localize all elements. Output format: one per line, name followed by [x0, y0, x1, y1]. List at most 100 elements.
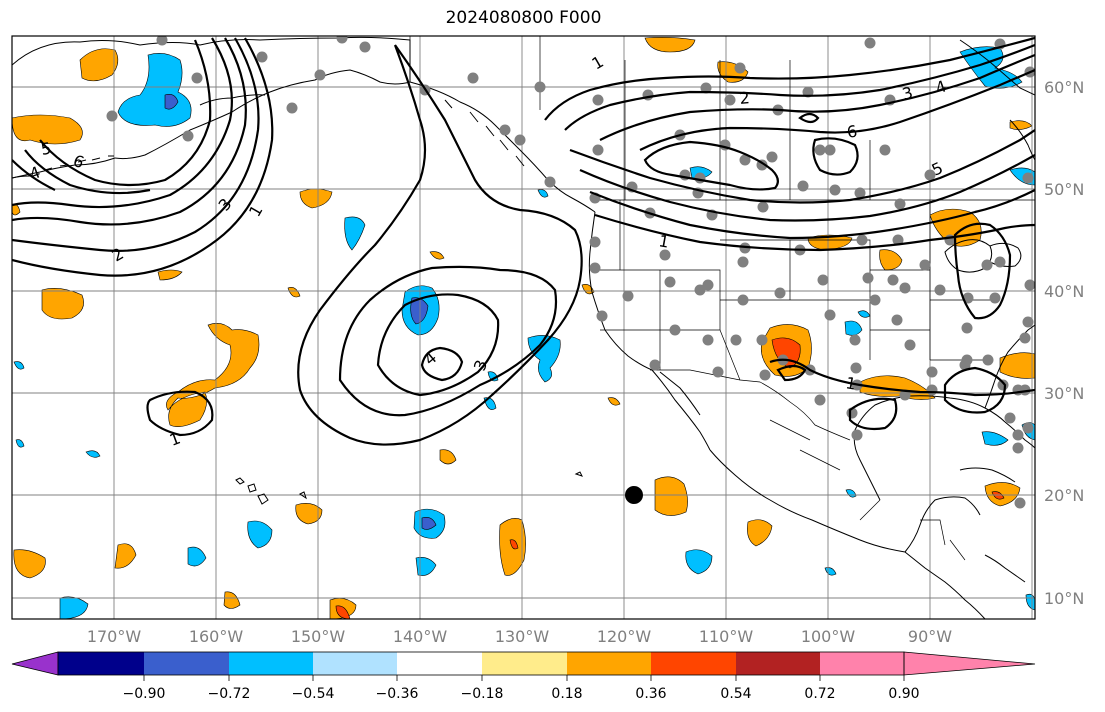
- lon-label: 140°W: [393, 627, 448, 646]
- station-dot: [1022, 172, 1034, 184]
- colorbar-bin: [736, 652, 820, 675]
- station-dot: [824, 144, 836, 156]
- station-dot: [734, 62, 746, 74]
- colorbar-bin: [397, 652, 482, 675]
- station-dot: [659, 249, 671, 261]
- station-dot: [864, 37, 876, 49]
- station-dot: [849, 334, 861, 346]
- contour-label: 2: [739, 88, 751, 108]
- station-dot: [589, 236, 601, 248]
- lon-label: 160°W: [189, 627, 244, 646]
- station-dot: [757, 201, 769, 213]
- station-dot: [926, 384, 938, 396]
- colorbar: −0.90 −0.72 −0.54 −0.36 −0.18 0.18 0.36 …: [11, 651, 1036, 702]
- station-dot: [814, 394, 826, 406]
- station-dot: [336, 36, 348, 44]
- station-dot: [700, 82, 712, 94]
- map-area: [12, 36, 1035, 619]
- colorbar-tick-label: 0.90: [888, 686, 919, 702]
- lat-label: 60°N: [1044, 78, 1084, 97]
- station-dot: [514, 134, 526, 146]
- station-dot: [919, 259, 931, 271]
- colorbar-bin: [482, 652, 567, 675]
- station-dot: [592, 144, 604, 156]
- station-dot: [989, 292, 1001, 304]
- station-dot: [879, 144, 891, 156]
- contour-label: 1: [657, 231, 670, 251]
- colorbar-tick-label: −0.36: [376, 686, 419, 702]
- map-frame: [11, 35, 1036, 620]
- colorbar-tick-label: 0.36: [635, 686, 666, 702]
- station-dot: [862, 272, 874, 284]
- station-dot: [467, 72, 479, 84]
- station-dot: [797, 180, 809, 192]
- station-dot: [596, 310, 608, 322]
- lat-label: 30°N: [1044, 384, 1084, 403]
- station-dot: [759, 369, 771, 381]
- station-dot: [961, 322, 973, 334]
- colorbar-extend-high: [903, 651, 1036, 676]
- colorbar-frame: [57, 651, 905, 676]
- station-dot: [1022, 422, 1034, 434]
- station-dot: [191, 72, 203, 84]
- station-dot: [1004, 412, 1016, 424]
- station-dot: [739, 242, 751, 254]
- station-dot: [904, 339, 916, 351]
- station-dot: [544, 176, 556, 188]
- station-dot: [534, 81, 546, 93]
- station-dot: [314, 69, 326, 81]
- latitude-labels: 60°N 50°N 40°N 30°N 20°N 10°N: [1044, 78, 1084, 608]
- colorbar-tick-label: −0.90: [123, 686, 166, 702]
- station-dot: [756, 334, 768, 346]
- station-dot: [887, 274, 899, 286]
- colorbar-bin: [651, 652, 736, 675]
- station-markers: [106, 36, 1035, 509]
- station-dot: [592, 94, 604, 106]
- station-dot: [664, 276, 676, 288]
- station-dot: [766, 151, 778, 163]
- station-dot: [669, 324, 681, 336]
- station-dot: [926, 366, 938, 378]
- station-dot: [891, 314, 903, 326]
- colorbar-tick-label: 0.54: [720, 686, 751, 702]
- station-dot: [739, 154, 751, 166]
- station-dot: [899, 282, 911, 294]
- anomaly-fills: [12, 37, 1035, 619]
- lat-label: 10°N: [1044, 589, 1084, 608]
- lon-label: 90°W: [908, 627, 952, 646]
- lon-label: 150°W: [291, 627, 346, 646]
- station-dot: [737, 256, 749, 268]
- lat-label: 40°N: [1044, 282, 1084, 301]
- lon-label: 170°W: [87, 627, 142, 646]
- station-dot: [106, 110, 118, 122]
- station-dot: [829, 184, 841, 196]
- station-dot: [1014, 497, 1026, 509]
- contour-label: 6: [845, 121, 858, 141]
- station-dot: [737, 294, 749, 306]
- lat-label: 50°N: [1044, 180, 1084, 199]
- station-dot: [892, 234, 904, 246]
- station-dot: [156, 36, 168, 46]
- colorbar-bin: [567, 652, 651, 675]
- station-dot: [702, 279, 714, 291]
- station-dot: [899, 389, 911, 401]
- colorbar-tick-label: −0.54: [292, 686, 335, 702]
- coastlines: [12, 36, 1035, 619]
- colorbar-tick-label: 0.18: [551, 686, 582, 702]
- station-dot: [854, 187, 866, 199]
- station-dot: [994, 256, 1006, 268]
- colorbar-bin: [58, 652, 144, 675]
- colorbar-extend-low: [11, 651, 59, 676]
- station-dot: [1012, 429, 1024, 441]
- station-dot: [649, 359, 661, 371]
- map-title: 2024080800 F000: [445, 8, 602, 28]
- station-dot: [1019, 332, 1031, 344]
- lon-label: 120°W: [597, 627, 652, 646]
- station-dot: [851, 429, 863, 441]
- station-dot: [256, 51, 268, 63]
- contour-lines: [12, 36, 1035, 446]
- lon-label: 100°W: [801, 627, 856, 646]
- contour-label: 3: [900, 83, 915, 104]
- station-dot: [1024, 279, 1035, 291]
